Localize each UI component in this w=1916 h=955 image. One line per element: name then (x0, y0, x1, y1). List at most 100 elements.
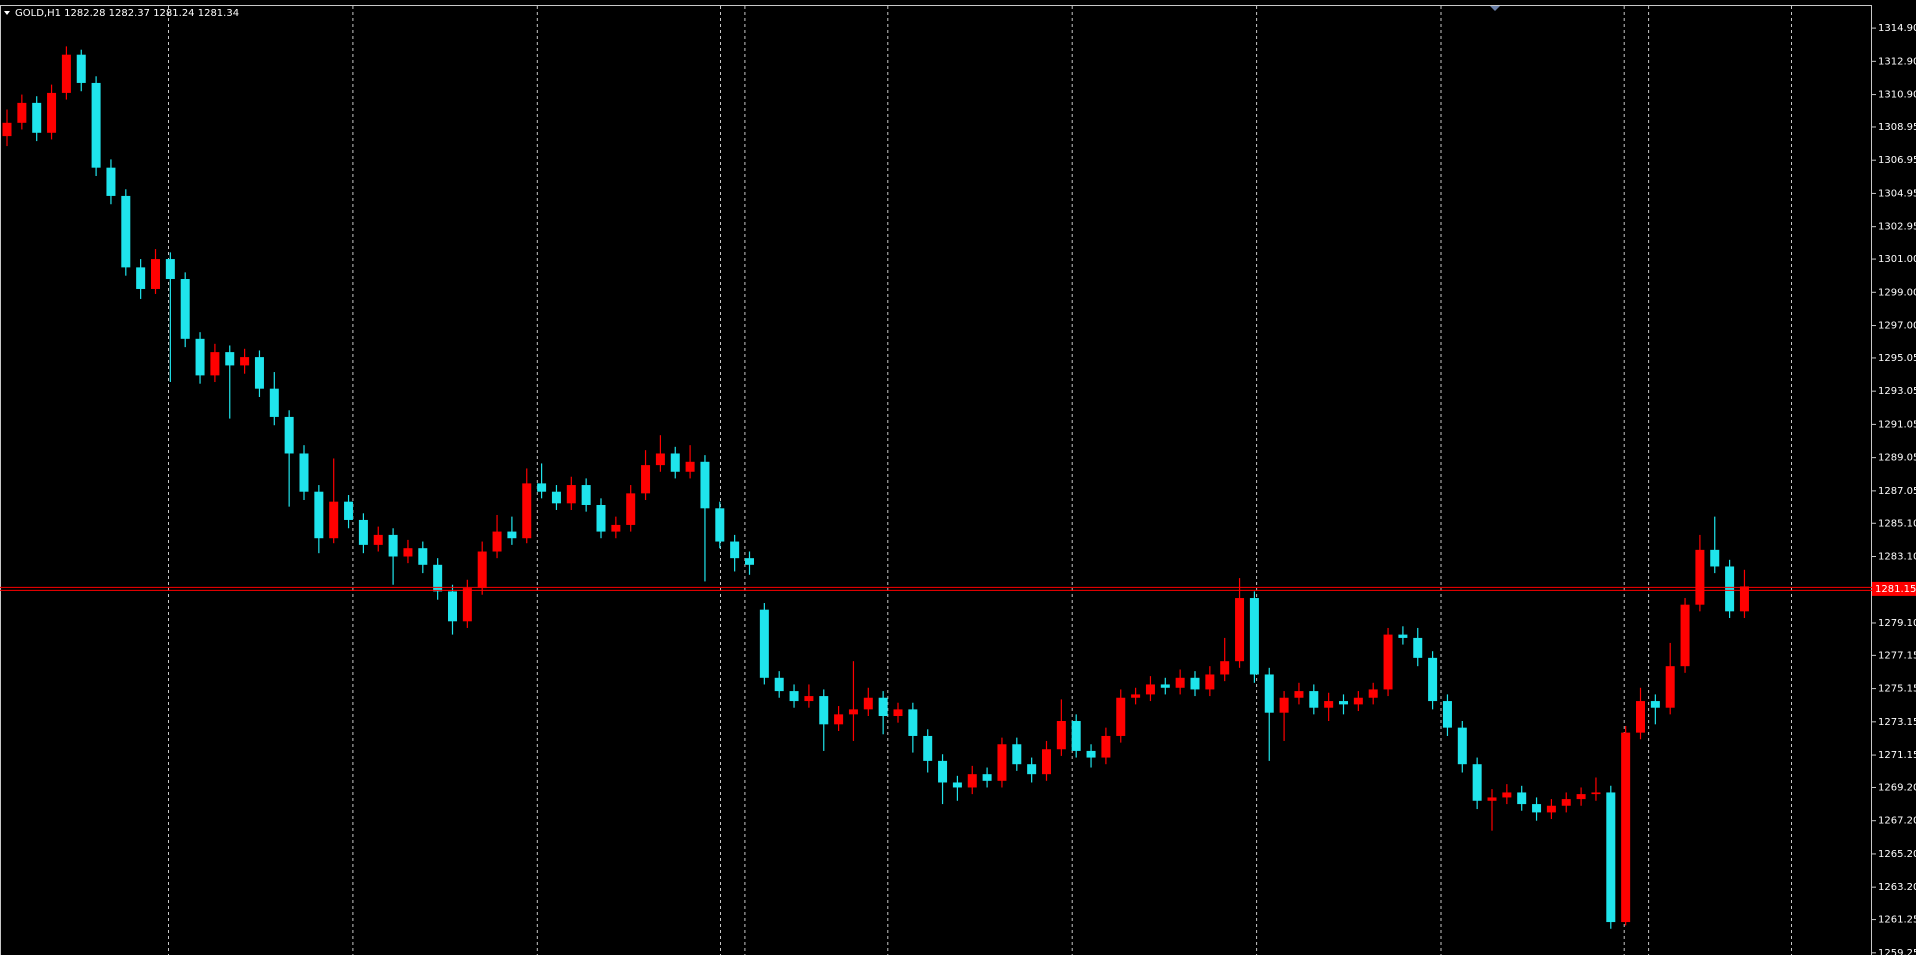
candle-body (967, 774, 977, 788)
candle-body (997, 744, 1007, 781)
candle-body (314, 491, 324, 539)
candle-body (522, 483, 532, 539)
candle-body (1101, 735, 1111, 758)
price-label-box (1872, 581, 1916, 596)
y-tick-label: 1275.15 (1878, 684, 1916, 695)
y-tick-label: 1297.00 (1878, 321, 1916, 332)
candle-body (1042, 749, 1051, 775)
y-tick-label: 1259.25 (1878, 948, 1916, 955)
y-tick-label: 1283.10 (1878, 552, 1916, 563)
candle-body (1710, 549, 1720, 567)
candle-body (581, 485, 591, 505)
y-tick-label: 1295.05 (1878, 353, 1916, 364)
candle-body (789, 691, 799, 702)
y-tick-label: 1299.00 (1878, 287, 1916, 298)
candle-body (254, 357, 264, 389)
candle-body (1636, 701, 1645, 733)
candle-body (715, 508, 725, 542)
candles (2, 46, 1749, 929)
candle-body (1561, 799, 1571, 806)
candle-body (700, 461, 710, 509)
candle-body (1487, 797, 1497, 801)
candle-body (908, 709, 918, 736)
candle-body (938, 760, 948, 783)
candle-body (284, 416, 294, 454)
candle-body (1517, 792, 1527, 805)
candle-body (151, 259, 160, 289)
candle-body (1294, 691, 1304, 698)
candle-body (462, 588, 472, 622)
candle-body (1175, 677, 1185, 688)
candle-body (1591, 792, 1601, 795)
candle-body (1725, 566, 1735, 612)
candle-body (670, 453, 680, 472)
y-tick-label: 1293.05 (1878, 386, 1916, 397)
y-tick-label: 1312.90 (1878, 56, 1916, 67)
time-separators (168, 6, 1792, 955)
candle-body (1398, 634, 1408, 638)
candle-body (492, 531, 502, 552)
y-tick-label: 1314.90 (1878, 23, 1916, 34)
candle-body (344, 501, 354, 520)
candle-body (1621, 732, 1631, 923)
candle-body (1650, 701, 1660, 708)
candle-body (730, 541, 740, 559)
y-tick-label: 1291.05 (1878, 419, 1916, 430)
candle-body (1502, 792, 1512, 798)
y-tick-label: 1301.00 (1878, 254, 1916, 265)
candle-body (626, 493, 636, 525)
candle-body (774, 677, 784, 692)
y-tick-label: 1310.90 (1878, 90, 1916, 101)
candle-body (507, 531, 517, 539)
candle-body (1160, 684, 1170, 688)
shift-marker (1490, 6, 1500, 11)
candle-body (1383, 634, 1393, 690)
candle-body (1056, 721, 1066, 750)
candle-body (388, 534, 398, 557)
y-tick-label: 1265.20 (1878, 849, 1916, 860)
candle-body (195, 338, 205, 376)
candle-body (299, 453, 309, 492)
candle-body (165, 259, 175, 280)
candle-body (225, 352, 235, 366)
candle-body (17, 102, 27, 123)
candle-body (1220, 661, 1230, 675)
candle-body (210, 352, 220, 376)
plot-frame (0, 5, 1872, 955)
candle-body (240, 357, 250, 366)
candle-body (1145, 684, 1155, 695)
candle-body (61, 54, 71, 93)
candle-body (358, 519, 368, 545)
candle-body (1324, 701, 1334, 708)
y-tick-label: 1306.95 (1878, 155, 1916, 166)
candle-body (1205, 674, 1215, 690)
y-tick-label: 1269.20 (1878, 782, 1916, 793)
candle-body (1442, 701, 1452, 728)
candle-body (121, 195, 131, 268)
candle-body (848, 709, 858, 715)
candle-body (1279, 697, 1289, 713)
candle-body (1368, 689, 1378, 698)
candle-body (1739, 586, 1749, 612)
candle-body (759, 609, 769, 678)
menu-arrow[interactable] (4, 11, 10, 15)
candle-body (952, 782, 962, 788)
candle-body (1680, 604, 1690, 667)
candle-body (1071, 721, 1081, 751)
candle-body (1665, 666, 1675, 708)
candle-body (1695, 549, 1705, 605)
y-tick-label: 1273.15 (1878, 717, 1916, 728)
y-tick-label: 1289.05 (1878, 453, 1916, 464)
candle-body (373, 534, 383, 545)
candle-body (76, 54, 86, 83)
candle-body (477, 551, 487, 589)
y-tick-label: 1279.10 (1878, 618, 1916, 629)
candle-body (611, 524, 621, 532)
y-tick-label: 1267.20 (1878, 816, 1916, 827)
candle-body (2, 122, 12, 137)
candle-body (1428, 657, 1438, 702)
candle-body (1339, 701, 1348, 705)
candle-body (923, 735, 933, 761)
candle-body (1309, 691, 1319, 708)
y-tick-label: 1287.05 (1878, 486, 1916, 497)
